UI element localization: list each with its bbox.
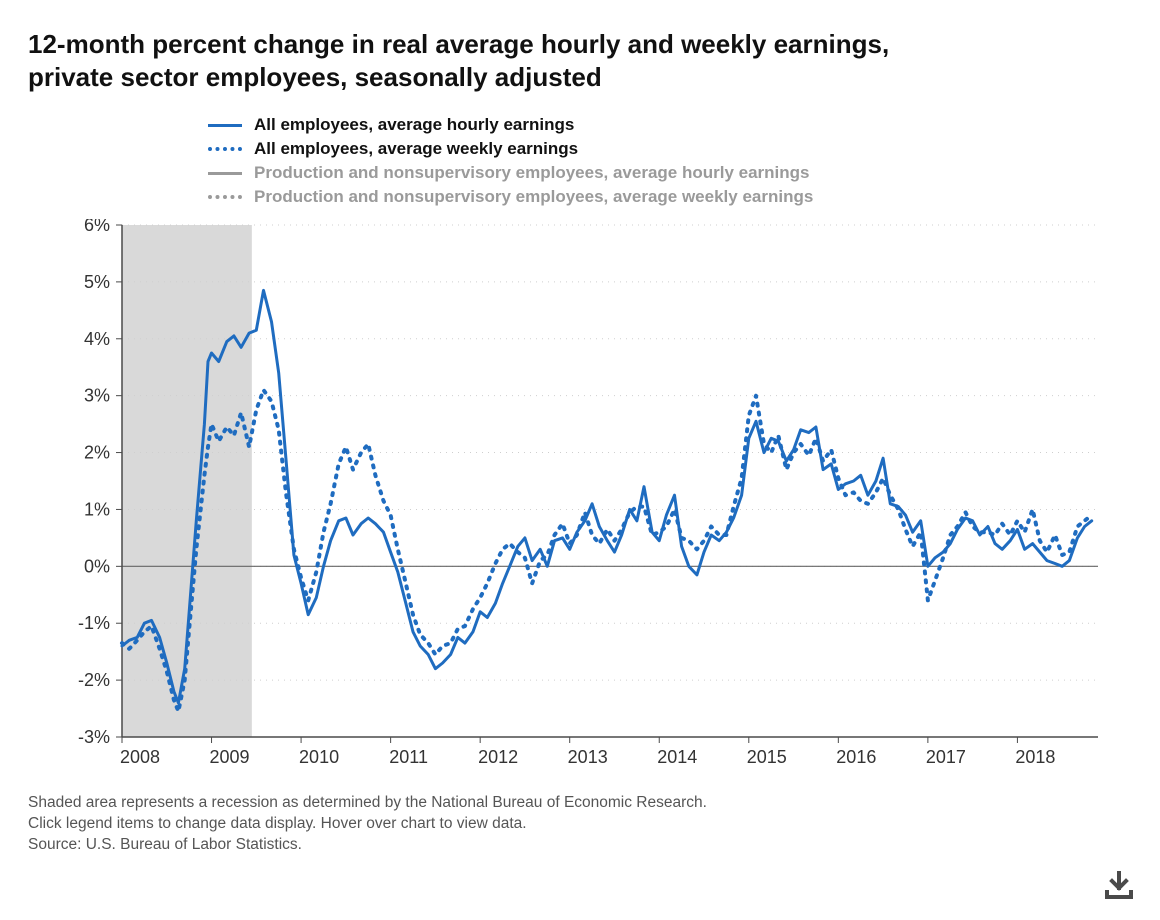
legend-label: Production and nonsupervisory employees,… (254, 187, 813, 207)
x-tick-label: 2012 (478, 747, 518, 767)
x-tick-label: 2016 (836, 747, 876, 767)
x-tick-label: 2013 (568, 747, 608, 767)
download-icon[interactable] (1104, 870, 1134, 900)
y-tick-label: 4% (84, 329, 110, 349)
legend-swatch (208, 124, 242, 127)
series-line-weekly (122, 390, 1092, 711)
x-tick-label: 2008 (120, 747, 160, 767)
x-tick-label: 2015 (747, 747, 787, 767)
legend-swatch (208, 172, 242, 175)
legend-item[interactable]: Production and nonsupervisory employees,… (208, 185, 1132, 209)
y-tick-label: -3% (78, 727, 110, 747)
legend-swatch (208, 195, 242, 199)
y-tick-label: 2% (84, 443, 110, 463)
series-line-hourly (122, 290, 1092, 703)
y-tick-label: 6% (84, 219, 110, 235)
footnote-line: Shaded area represents a recession as de… (28, 793, 1132, 814)
chart-title-line2: private sector employees, seasonally adj… (28, 62, 602, 92)
legend-item[interactable]: All employees, average hourly earnings (208, 113, 1132, 137)
legend-item[interactable]: Production and nonsupervisory employees,… (208, 161, 1132, 185)
y-tick-label: 3% (84, 386, 110, 406)
legend-label: All employees, average weekly earnings (254, 139, 578, 159)
legend-label: Production and nonsupervisory employees,… (254, 163, 810, 183)
footnote-line: Source: U.S. Bureau of Labor Statistics. (28, 835, 1132, 856)
legend-label: All employees, average hourly earnings (254, 115, 574, 135)
y-tick-label: 1% (84, 499, 110, 519)
x-tick-label: 2011 (389, 747, 428, 767)
footnote-line: Click legend items to change data displa… (28, 814, 1132, 835)
chart-legend: All employees, average hourly earnings Al… (208, 113, 1132, 209)
x-tick-label: 2010 (299, 747, 339, 767)
chart-svg: -3% -2% -1% 0% 1% 2% 3% 4% 5% 6% 2008 2009 2010 2011 2… (38, 219, 1112, 779)
y-tick-label: 5% (84, 272, 110, 292)
chart-title-line1: 12-month percent change in real average … (28, 29, 889, 59)
legend-item[interactable]: All employees, average weekly earnings (208, 137, 1132, 161)
y-tick-label: -1% (78, 613, 110, 633)
chart-title: 12-month percent change in real average … (28, 28, 1008, 93)
x-tick-label: 2014 (657, 747, 697, 767)
legend-swatch (208, 147, 242, 151)
y-tick-label: -2% (78, 670, 110, 690)
x-tick-label: 2018 (1015, 747, 1055, 767)
x-tick-label: 2009 (210, 747, 250, 767)
y-tick-label: 0% (84, 556, 110, 576)
x-tick-label: 2017 (926, 747, 966, 767)
chart-footnotes: Shaded area represents a recession as de… (28, 793, 1132, 856)
chart-plot-area[interactable]: -3% -2% -1% 0% 1% 2% 3% 4% 5% 6% 2008 2009 2010 2011 2… (38, 219, 1112, 779)
